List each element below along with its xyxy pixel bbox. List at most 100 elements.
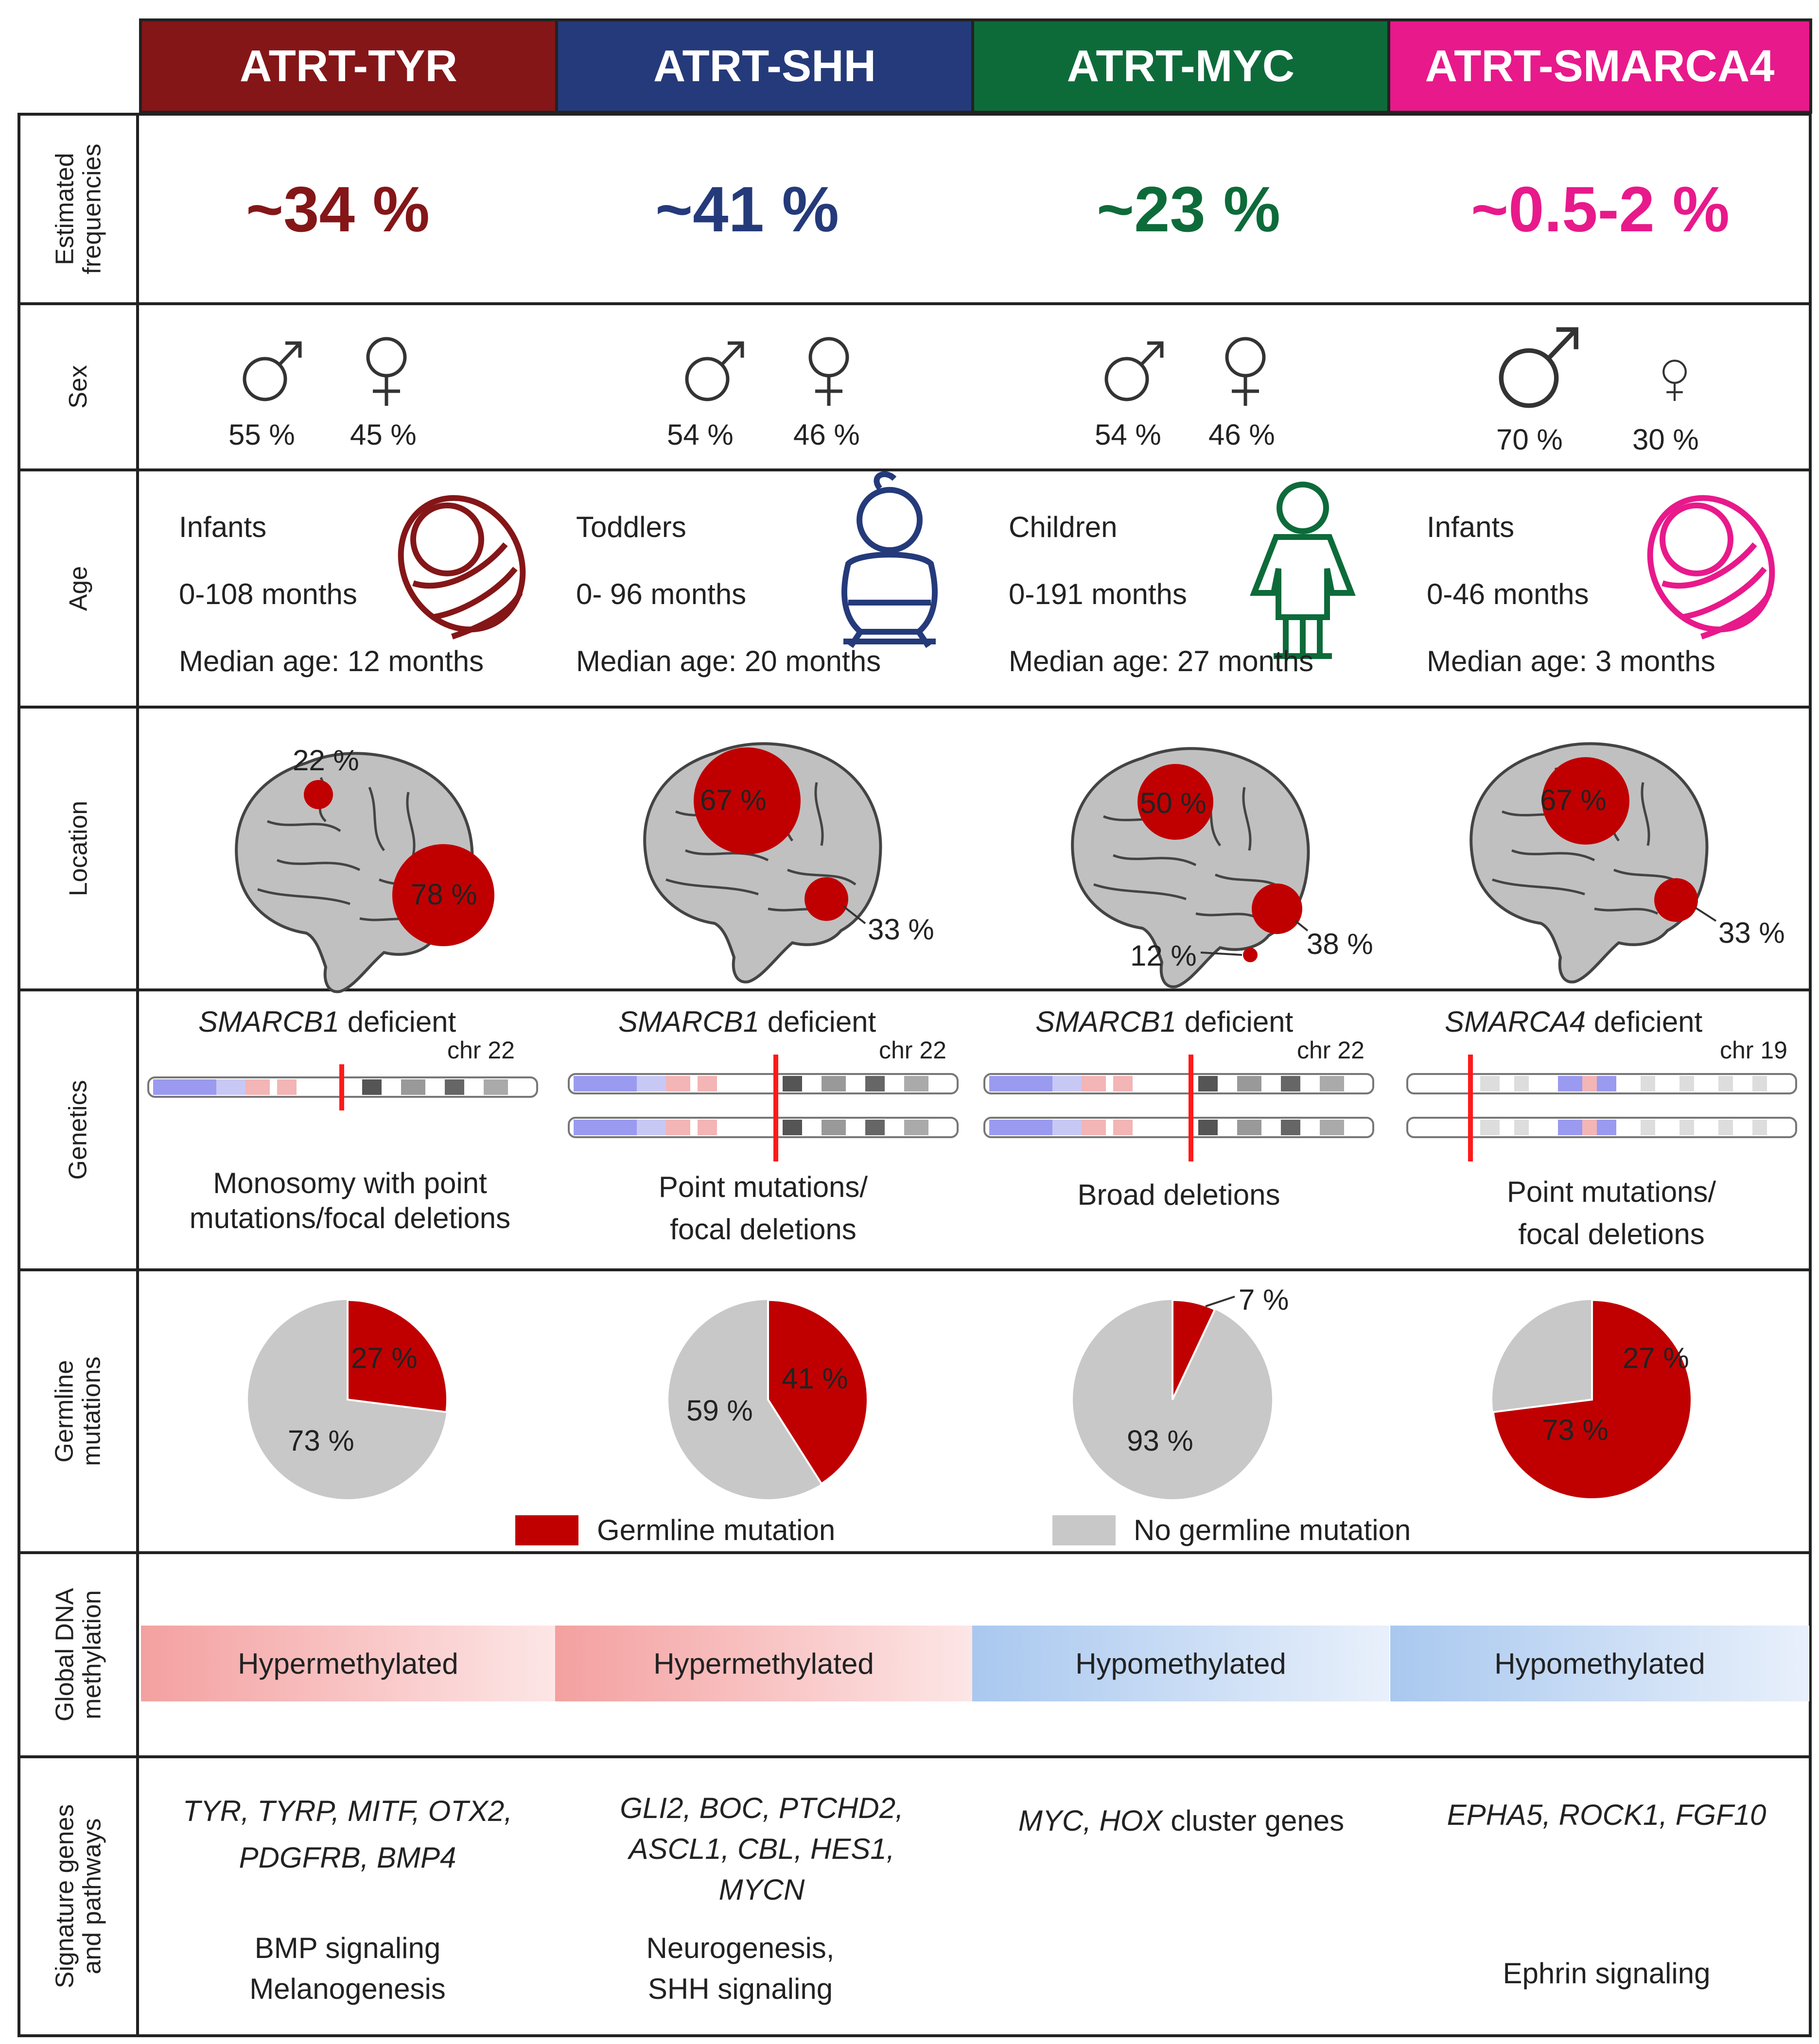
- signature-genes-tyr-1: TYR, TYRP, MITF, OTX2,: [183, 1795, 512, 1827]
- age-range-myc: 0-191 months: [1009, 578, 1187, 610]
- frequency-tyr: ~34 %: [246, 173, 430, 245]
- sex-female-tyr: 45 %: [350, 418, 417, 451]
- chromosome-shh-2: [568, 1117, 959, 1138]
- tumor-circle-67b: [1542, 757, 1629, 845]
- age-group-shh: Toddlers: [576, 511, 686, 543]
- tumor-circle-12: [1243, 948, 1258, 962]
- methylation-shh: Hypermethylated: [555, 1626, 972, 1701]
- header-atrt-shh: ATRT-SHH: [555, 18, 974, 114]
- chr-label-tyr: chr 22: [447, 1037, 515, 1064]
- female-icon-small: [1663, 361, 1686, 401]
- pie-slice-germline: [767, 1299, 869, 1485]
- genetics-desc-smarca4-1: Point mutations/: [1506, 1176, 1716, 1208]
- male-icon: [687, 343, 742, 399]
- germline-pie-charts: [248, 1296, 1693, 1500]
- sex-male-smarca4: 70 %: [1496, 423, 1563, 456]
- pie-slice-germline: [1492, 1299, 1693, 1500]
- age-group-myc: Children: [1009, 511, 1118, 543]
- female-icon: [810, 339, 847, 406]
- genetics-desc-myc-1: Broad deletions: [1077, 1178, 1280, 1211]
- gene-suffix: deficient: [759, 1005, 876, 1038]
- location-label-smarca4-1: 67 %: [1540, 784, 1607, 816]
- location-label-tyr-1: 22 %: [293, 744, 359, 777]
- header-atrt-tyr: ATRT-TYR: [139, 18, 558, 114]
- female-icon: [368, 339, 405, 406]
- tumor-circle-67: [694, 747, 801, 854]
- genetics-desc-tyr-2: mutations/focal deletions: [189, 1202, 511, 1234]
- age-median-tyr: Median age: 12 months: [179, 645, 484, 677]
- row-label-signature: Signature genes and pathways: [17, 1755, 139, 2037]
- sex-male-myc: 54 %: [1095, 418, 1161, 451]
- gene-suffix: deficient: [1176, 1005, 1294, 1038]
- pie-label-tyr-germline: 27 %: [351, 1342, 418, 1374]
- toddler-icon: [841, 471, 938, 648]
- location-label-shh-2: 33 %: [868, 913, 934, 946]
- genetics-desc-shh-2: focal deletions: [670, 1213, 857, 1246]
- location-label-tyr-2: 78 %: [411, 878, 477, 911]
- legend-germline: Germline mutation: [597, 1514, 836, 1546]
- location-label-myc-1: 50 %: [1140, 787, 1207, 819]
- location-label-myc-3: 12 %: [1130, 939, 1197, 972]
- male-icon: [245, 343, 300, 399]
- legend-no-germline: No germline mutation: [1134, 1514, 1411, 1546]
- chromosome-myc-2: [983, 1117, 1374, 1138]
- genetics-desc-shh-1: Point mutations/: [658, 1171, 868, 1203]
- tumor-circle-78: [392, 844, 494, 946]
- swaddled-infant-icon-pink: [1647, 495, 1775, 640]
- signature-genes-myc-plain: cluster genes: [1162, 1804, 1345, 1837]
- signature-genes-myc-italic: MYC, HOX: [1018, 1804, 1163, 1837]
- pie-label-smarca4-none: 27 %: [1623, 1342, 1689, 1374]
- female-icon: [1227, 339, 1264, 406]
- frequency-shh: ~41 %: [655, 173, 839, 245]
- age-range-smarca4: 0-46 months: [1427, 578, 1589, 610]
- location-label-myc-2: 38 %: [1307, 928, 1373, 960]
- genetics-title-shh: SMARCB1 deficient: [618, 1005, 876, 1039]
- methylation-tyr: Hypermethylated: [141, 1626, 555, 1701]
- age-group-tyr: Infants: [179, 511, 267, 543]
- gene-name: SMARCB1: [618, 1005, 760, 1038]
- age-median-smarca4: Median age: 3 months: [1427, 645, 1715, 677]
- header-atrt-myc: ATRT-MYC: [971, 18, 1390, 114]
- pie-slice-germline: [347, 1299, 448, 1413]
- pie-label-myc-none: 93 %: [1127, 1424, 1193, 1457]
- signature-genes-smarca4: EPHA5, ROCK1, FGF10: [1447, 1799, 1767, 1831]
- gene-name: SMARCB1: [198, 1005, 340, 1038]
- sex-female-myc: 46 %: [1208, 418, 1275, 451]
- chromosome-myc-1: [983, 1073, 1374, 1094]
- chr-label-myc: chr 22: [1297, 1037, 1364, 1064]
- methylation-myc: Hypomethylated: [972, 1626, 1389, 1701]
- chr-label-shh: chr 22: [879, 1037, 946, 1064]
- male-icon: [1106, 343, 1162, 399]
- chromosome-smarca4-1: [1406, 1073, 1797, 1094]
- header-atrt-smarca4: ATRT-SMARCA4: [1387, 18, 1812, 114]
- pie-label-myc-germline: 7 %: [1239, 1283, 1289, 1316]
- sex-female-smarca4: 30 %: [1632, 423, 1699, 456]
- legend-swatch-germline: [515, 1515, 578, 1545]
- signature-genes-shh-3: MYCN: [718, 1873, 805, 1906]
- gene-suffix: deficient: [339, 1005, 456, 1038]
- pathway-smarca4-1: Ephrin signaling: [1503, 1957, 1711, 1990]
- tumor-circle-33: [805, 877, 848, 921]
- pie-label-shh-none: 59 %: [686, 1394, 753, 1427]
- frequency-myc: ~23 %: [1097, 173, 1280, 245]
- chromosome-shh-1: [568, 1073, 959, 1094]
- pie-label-shh-germline: 41 %: [782, 1362, 848, 1395]
- age-median-myc: Median age: 27 months: [1009, 645, 1314, 677]
- tumor-circle-38: [1252, 883, 1302, 934]
- frequency-smarca4: ~0.5-2 %: [1471, 173, 1730, 245]
- genetics-title-smarca4: SMARCA4 deficient: [1445, 1005, 1702, 1039]
- pie-label-smarca4-germline: 73 %: [1542, 1414, 1609, 1446]
- genetics-title-tyr: SMARCB1 deficient: [198, 1005, 456, 1039]
- tumor-circle-22: [304, 780, 333, 809]
- age-range-tyr: 0-108 months: [179, 578, 357, 610]
- pathway-shh-2: SHH signaling: [647, 1973, 833, 2005]
- genetics-desc-tyr-1: Monosomy with point: [213, 1167, 487, 1199]
- sex-male-tyr: 55 %: [228, 418, 295, 451]
- gene-name: SMARCA4: [1445, 1005, 1586, 1038]
- gene-name: SMARCB1: [1035, 1005, 1177, 1038]
- location-label-shh-1: 67 %: [700, 784, 767, 816]
- swaddled-infant-icon: [398, 495, 526, 640]
- signature-genes-shh-2: ASCL1, CBL, HES1,: [629, 1833, 895, 1865]
